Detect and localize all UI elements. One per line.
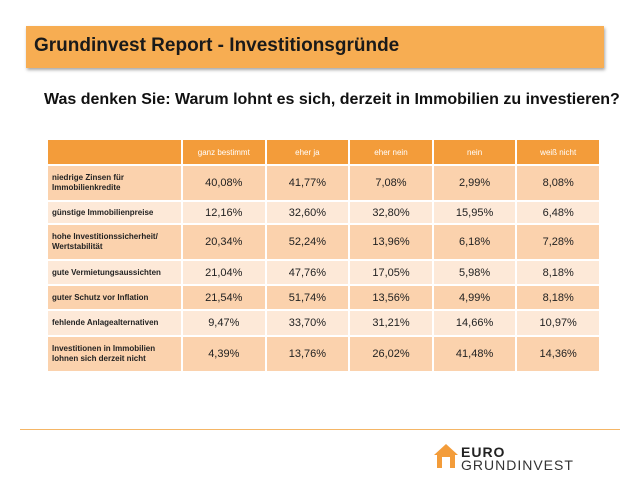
table-cell: 14,66% — [431, 309, 518, 337]
table-cell: 20,34% — [181, 223, 267, 261]
table-cell: 14,36% — [515, 335, 601, 373]
table-cell: 31,21% — [348, 309, 434, 337]
column-header: ganz bestimmt — [181, 138, 267, 166]
house-logo-icon — [434, 444, 458, 468]
title-bar: Grundinvest Report - Investitionsgründe — [26, 26, 604, 68]
table-row: niedrige Zinsen für Immobilienkredite 40… — [46, 164, 601, 202]
table-cell: 13,96% — [348, 223, 434, 261]
table-cell: 21,04% — [181, 259, 267, 286]
table-row: günstige Immobilienpreise 12,16% 32,60% … — [46, 200, 601, 225]
table-cell: 6,48% — [515, 200, 601, 225]
row-label: Investitionen in Immobilien lohnen sich … — [46, 335, 183, 373]
table-cell: 12,16% — [181, 200, 267, 225]
row-label: guter Schutz vor Inflation — [46, 284, 183, 311]
column-header: weiß nicht — [515, 138, 601, 166]
table-cell: 40,08% — [181, 164, 267, 202]
table-cell: 21,54% — [181, 284, 267, 311]
table-cell: 13,56% — [348, 284, 434, 311]
table-cell: 8,08% — [515, 164, 601, 202]
page-title: Grundinvest Report - Investitionsgründe — [34, 35, 400, 56]
table-cell: 15,95% — [431, 200, 518, 225]
table-cell: 7,28% — [515, 223, 601, 261]
table-cell: 52,24% — [264, 223, 351, 261]
table-cell: 33,70% — [264, 309, 351, 337]
euro-grundinvest-logo: EURO GRUNDINVEST — [433, 443, 613, 473]
logo-text-euro: EURO — [461, 444, 506, 460]
table-cell: 10,97% — [515, 309, 601, 337]
column-header: eher ja — [264, 138, 351, 166]
row-label: günstige Immobilienpreise — [46, 200, 183, 225]
table-cell: 8,18% — [515, 284, 601, 311]
table-row: fehlende Anlagealternativen 9,47% 33,70%… — [46, 309, 601, 337]
table-row: Investitionen in Immobilien lohnen sich … — [46, 335, 601, 373]
row-label: hohe Investitionssicherheit/ Wertstabili… — [46, 223, 183, 261]
table-corner-cell — [46, 138, 183, 166]
table-cell: 41,48% — [431, 335, 518, 373]
row-label: fehlende Anlagealternativen — [46, 309, 183, 337]
table-cell: 6,18% — [431, 223, 518, 261]
table-cell: 2,99% — [431, 164, 518, 202]
column-header: eher nein — [348, 138, 434, 166]
table-cell: 17,05% — [348, 259, 434, 286]
table-cell: 4,39% — [181, 335, 267, 373]
survey-table: ganz bestimmt eher ja eher nein nein wei… — [46, 138, 601, 373]
table-cell: 7,08% — [348, 164, 434, 202]
row-label: gute Vermietungsaussichten — [46, 259, 183, 286]
table-cell: 4,99% — [431, 284, 518, 311]
table-header-row: ganz bestimmt eher ja eher nein nein wei… — [46, 138, 601, 166]
row-label: niedrige Zinsen für Immobilienkredite — [46, 164, 183, 202]
table-cell: 47,76% — [264, 259, 351, 286]
table-row: gute Vermietungsaussichten 21,04% 47,76%… — [46, 259, 601, 286]
table-cell: 41,77% — [264, 164, 351, 202]
table-row: hohe Investitionssicherheit/ Wertstabili… — [46, 223, 601, 261]
column-header: nein — [431, 138, 518, 166]
logo-text-grundinvest: GRUNDINVEST — [461, 457, 574, 473]
table-row: guter Schutz vor Inflation 21,54% 51,74%… — [46, 284, 601, 311]
table-cell: 8,18% — [515, 259, 601, 286]
table-cell: 32,60% — [264, 200, 351, 225]
survey-question: Was denken Sie: Warum lohnt es sich, der… — [44, 91, 620, 108]
table-cell: 51,74% — [264, 284, 351, 311]
table-cell: 13,76% — [264, 335, 351, 373]
table-cell: 26,02% — [348, 335, 434, 373]
table-cell: 9,47% — [181, 309, 267, 337]
table-cell: 32,80% — [348, 200, 434, 225]
table-cell: 5,98% — [431, 259, 518, 286]
footer-divider — [20, 429, 620, 430]
